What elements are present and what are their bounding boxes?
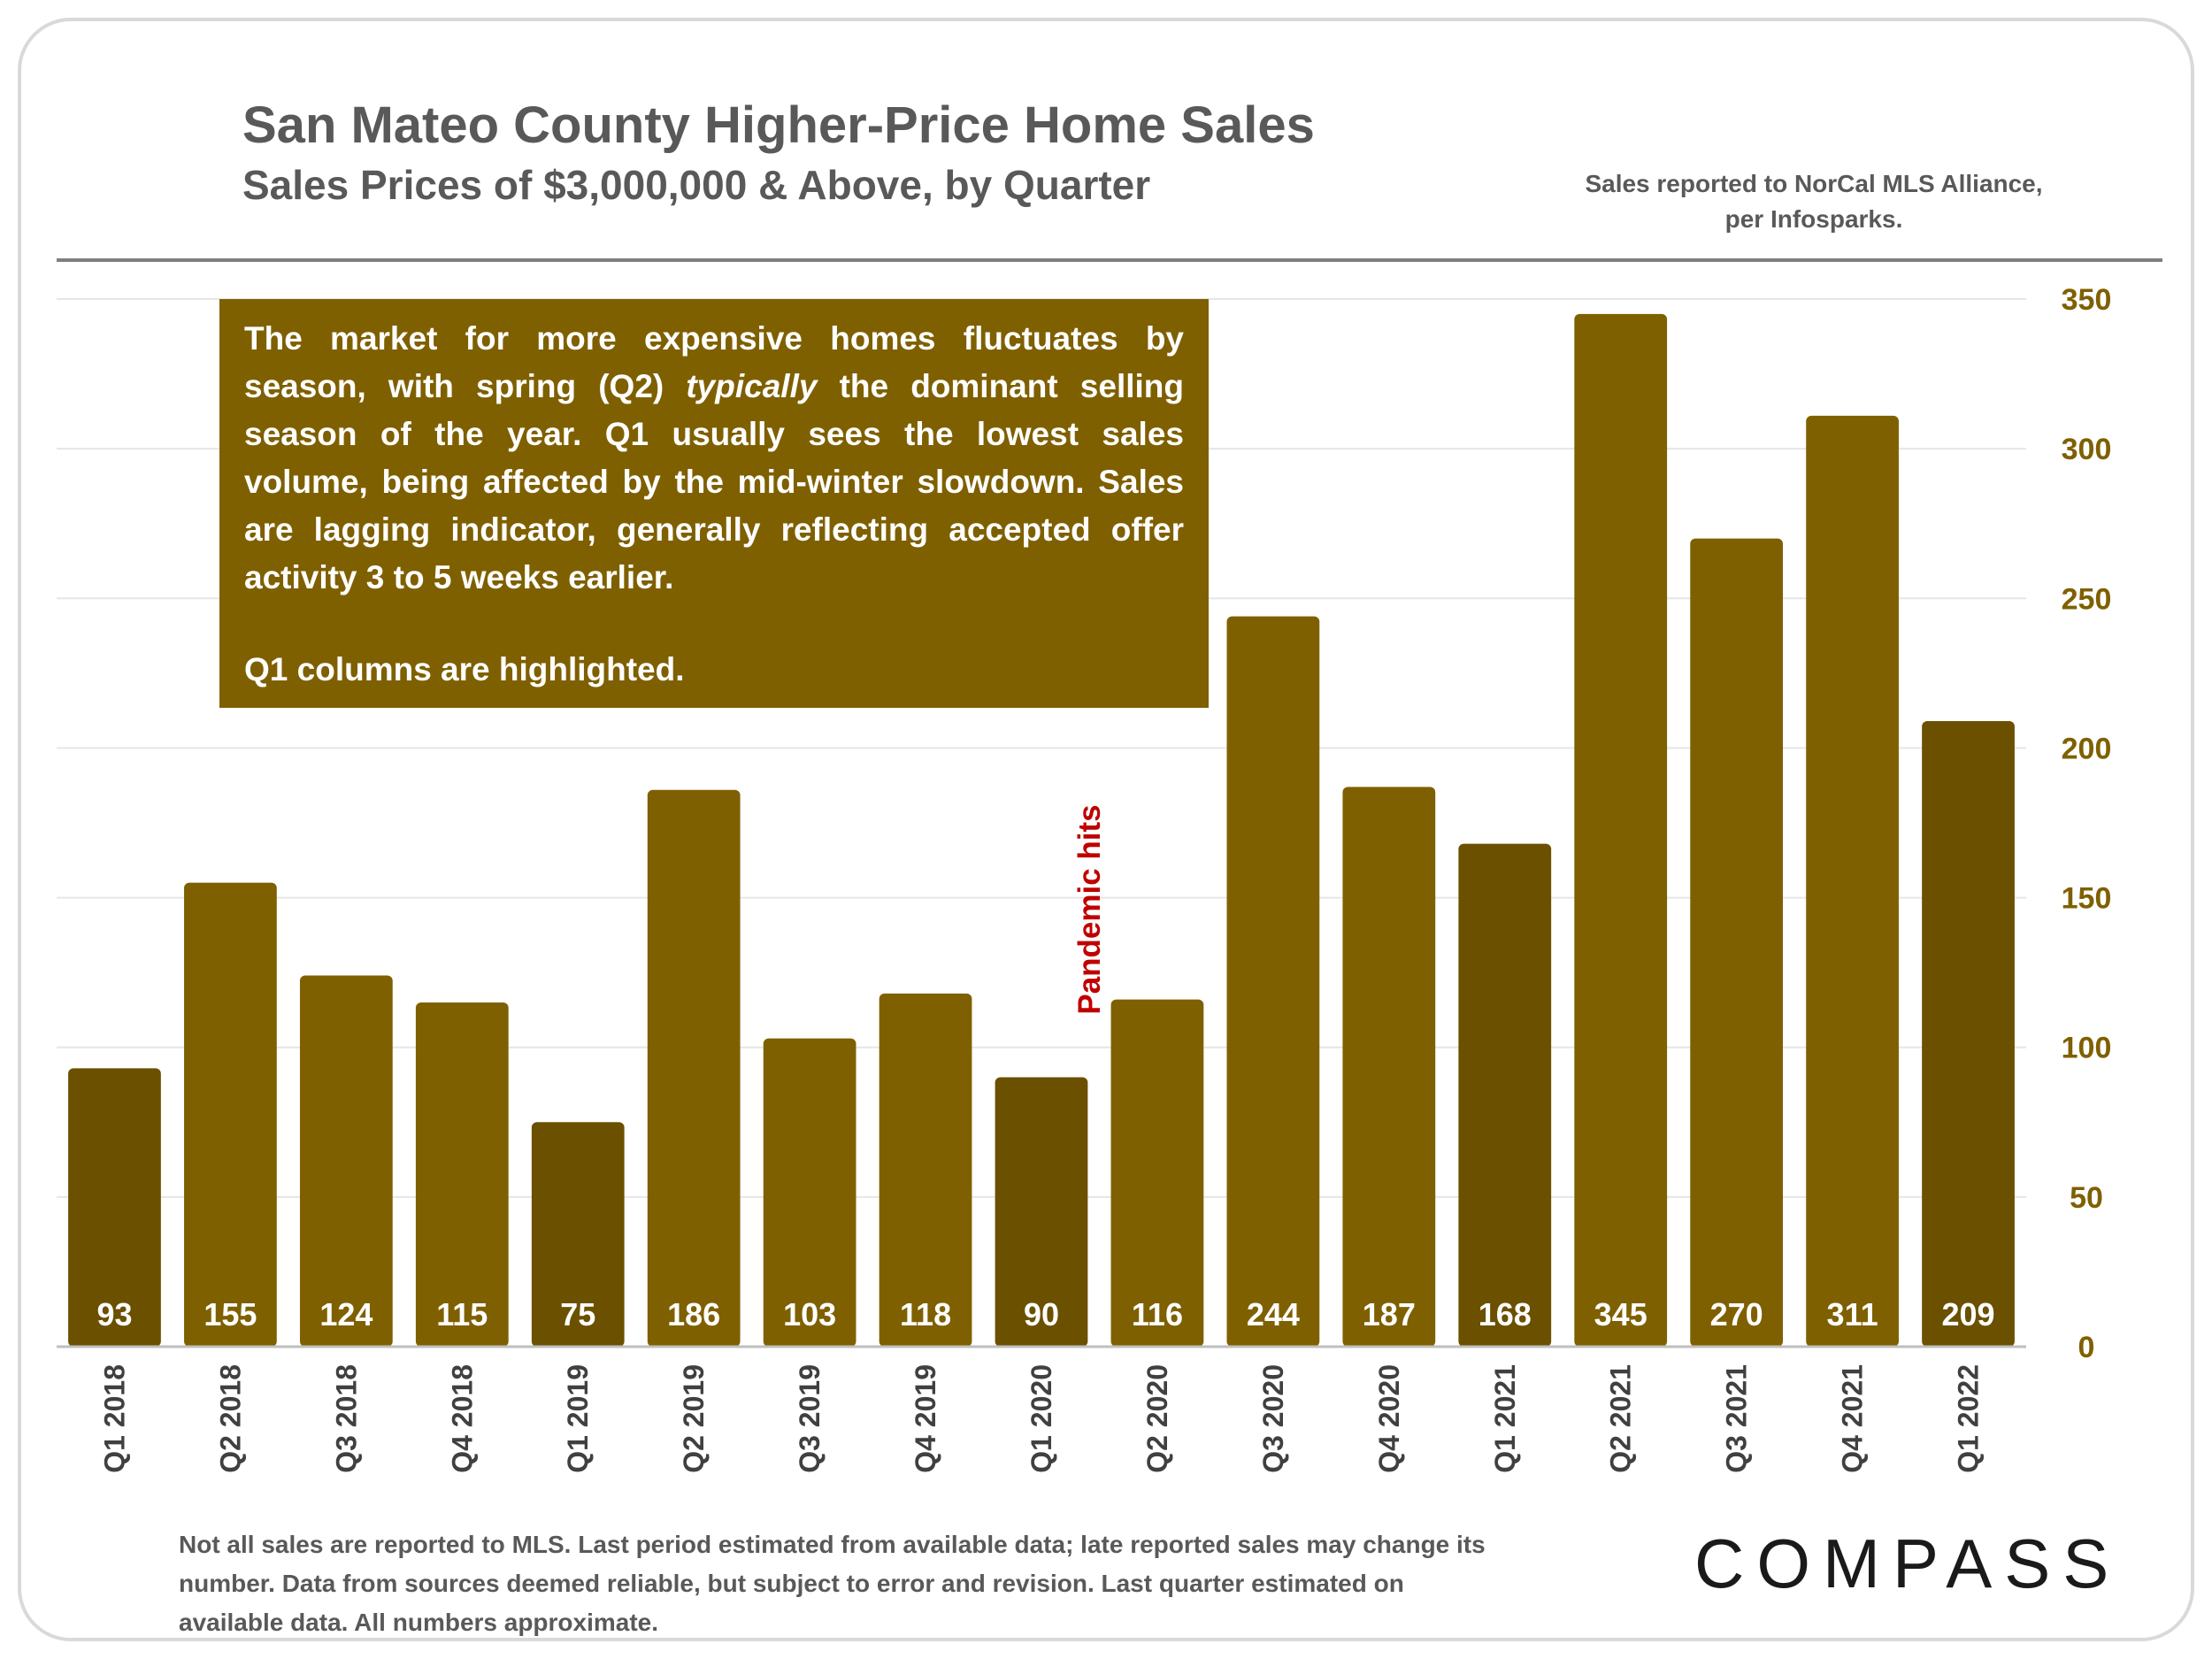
x-tick-label: Q1 2022 [1953,1364,1985,1473]
chart-subtitle: Sales Prices of $3,000,000 & Above, by Q… [242,162,1151,208]
x-tick-label: Q4 2018 [446,1364,478,1473]
x-tick-label: Q2 2020 [1141,1364,1173,1473]
x-tick-label: Q1 2018 [98,1364,130,1473]
data-label: 115 [436,1296,488,1333]
y-tick-label: 0 [2078,1331,2095,1364]
bar [1806,415,1899,1348]
x-tick-label: Q1 2020 [1025,1364,1057,1473]
y-tick-label: 50 [2070,1181,2103,1215]
data-label: 155 [204,1296,257,1333]
bar [763,1038,856,1347]
data-label: 244 [1247,1296,1300,1333]
data-label: 124 [319,1296,373,1333]
bar [299,975,393,1347]
bar [415,1002,509,1347]
pandemic-annotation: Pandemic hits [1072,804,1107,1015]
bar [1110,999,1204,1347]
bar [1574,313,1668,1347]
bar [647,789,741,1347]
bar [1342,787,1436,1347]
bar [1226,616,1320,1347]
x-tick-label: Q2 2021 [1605,1364,1637,1473]
data-label: 209 [1941,1296,1994,1333]
x-tick-label: Q3 2018 [330,1364,362,1473]
x-tick-label: Q4 2019 [910,1364,941,1473]
y-tick-label: 250 [2062,582,2112,616]
explanation-text-start: The market for more expensive homes fluc… [244,320,1184,404]
bar [1922,720,2015,1347]
data-label: 345 [1594,1296,1647,1333]
data-label: 118 [900,1296,951,1333]
footer-disclaimer: Not all sales are reported to MLS. Last … [179,1531,1486,1636]
header-divider [57,258,2162,262]
bar [879,993,972,1347]
bar [531,1122,625,1347]
y-tick-label: 100 [2062,1032,2112,1065]
chart-title: San Mateo County Higher-Price Home Sales [242,96,1315,154]
highlight-note: Q1 columns are highlighted. [244,651,685,687]
data-label: 187 [1363,1296,1416,1333]
data-label: 116 [1132,1296,1183,1333]
bar [68,1068,161,1347]
data-label: 186 [667,1296,720,1333]
x-tick-label: Q3 2019 [794,1364,826,1473]
explanation-box: The market for more expensive homes fluc… [219,299,1209,708]
x-tick-label: Q3 2021 [1721,1364,1753,1473]
x-tick-label: Q1 2021 [1489,1364,1521,1473]
explanation-text: The market for more expensive homes fluc… [244,315,1184,602]
source-note: Sales reported to NorCal MLS Alliance, p… [1585,170,2043,233]
y-tick-label: 150 [2062,882,2112,916]
data-label: 168 [1479,1296,1532,1333]
y-tick-label: 200 [2062,732,2112,765]
x-tick-label: Q2 2019 [678,1364,710,1473]
bar [184,882,277,1347]
data-label: 103 [783,1296,836,1333]
data-label: 90 [1024,1296,1059,1333]
explanation-text-end: the dominant selling season of the year.… [244,368,1185,595]
x-tick-label: Q2 2018 [214,1364,246,1473]
data-label: 75 [560,1296,595,1333]
data-label: 93 [96,1296,132,1333]
bar [1690,538,1784,1347]
bar [1458,843,1552,1347]
explanation-text-italic: typically [686,368,818,404]
x-tick-label: Q1 2019 [562,1364,594,1473]
data-label: 270 [1710,1296,1763,1333]
y-tick-label: 300 [2062,433,2112,466]
x-tick-label: Q3 2020 [1257,1364,1289,1473]
data-label: 311 [1827,1296,1878,1333]
x-tick-label: Q4 2020 [1373,1364,1405,1473]
y-tick-label: 350 [2062,283,2112,317]
x-tick-label: Q4 2021 [1837,1364,1869,1473]
compass-logo: COMPASS [1694,1525,2122,1602]
bar [995,1077,1088,1347]
